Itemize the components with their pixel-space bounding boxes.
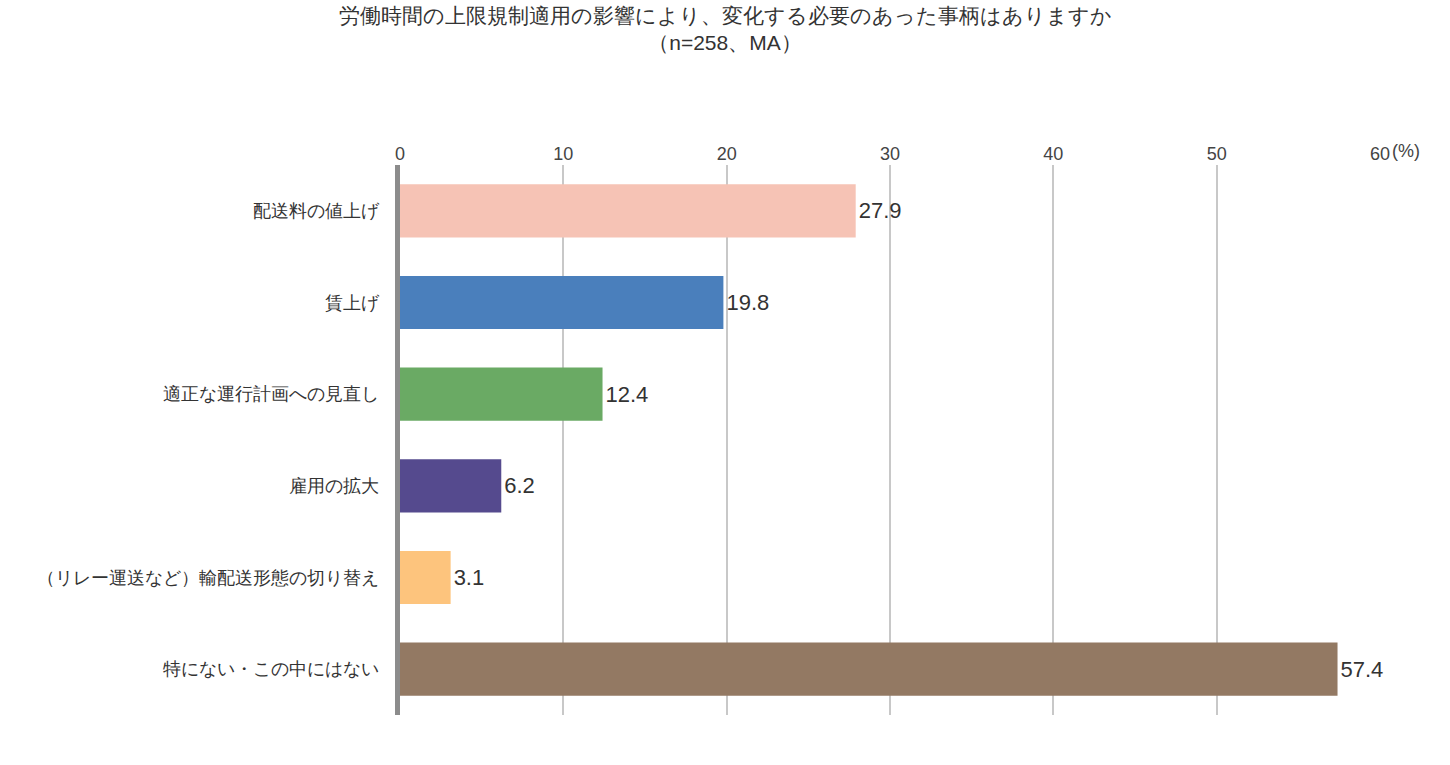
svg-text:(%): (%): [1392, 141, 1420, 161]
svg-text:0: 0: [395, 144, 405, 164]
svg-text:10: 10: [553, 144, 573, 164]
svg-text:配送料の値上げ: 配送料の値上げ: [253, 201, 380, 221]
svg-text:20: 20: [717, 144, 737, 164]
svg-text:57.4: 57.4: [1341, 657, 1384, 682]
svg-text:雇用の拡大: 雇用の拡大: [289, 476, 379, 496]
svg-text:労働時間の上限規制適用の影響により、変化する必要のあった事柄: 労働時間の上限規制適用の影響により、変化する必要のあった事柄はありますか（n=2…: [339, 4, 1112, 54]
svg-text:適正な運行計画への見直し: 適正な運行計画への見直し: [163, 384, 379, 404]
svg-text:19.8: 19.8: [726, 290, 769, 315]
svg-text:3.1: 3.1: [454, 565, 485, 590]
svg-text:賃上げ: 賃上げ: [325, 293, 380, 313]
svg-text:60: 60: [1370, 144, 1390, 164]
svg-text:（リレー運送など）輸配送形態の切り替え: （リレー運送など）輸配送形態の切り替え: [37, 568, 379, 588]
svg-text:特にない・この中にはない: 特にない・この中にはない: [163, 659, 379, 679]
svg-text:30: 30: [880, 144, 900, 164]
svg-text:6.2: 6.2: [504, 473, 535, 498]
svg-text:12.4: 12.4: [606, 382, 649, 407]
svg-text:40: 40: [1043, 144, 1063, 164]
svg-text:27.9: 27.9: [859, 198, 902, 223]
svg-text:50: 50: [1207, 144, 1227, 164]
